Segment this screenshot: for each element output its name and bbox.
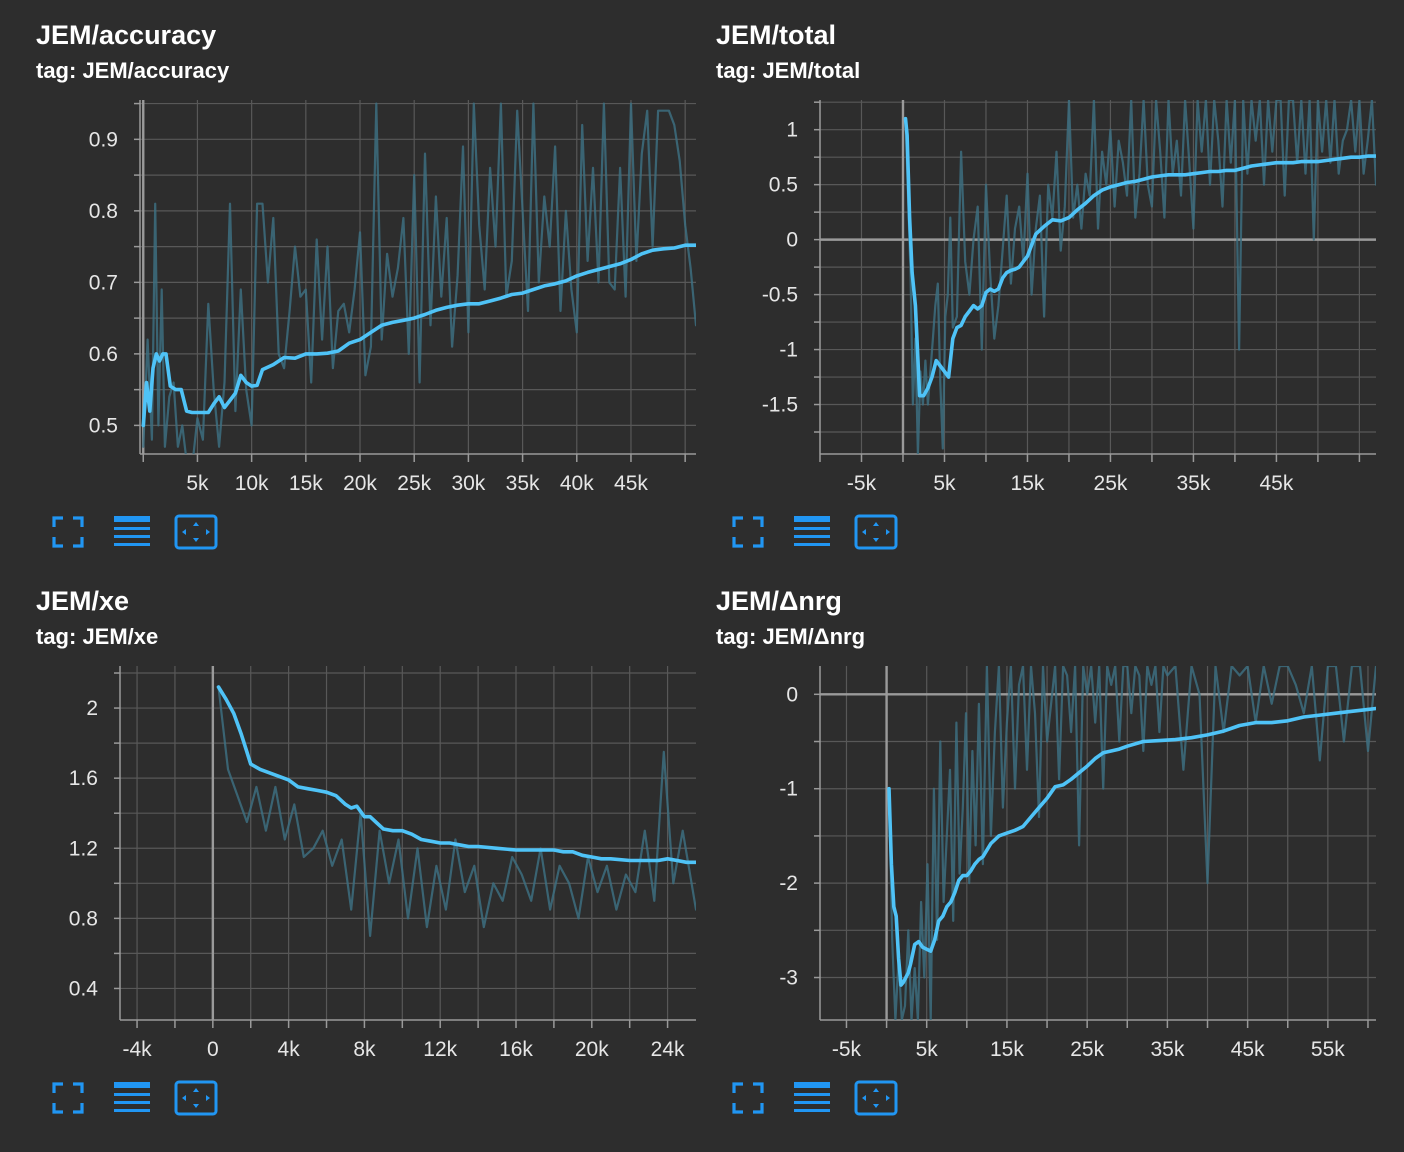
x-tick-label: 5k [933, 472, 956, 495]
y-tick-label: 1 [786, 119, 798, 142]
chart-toolbar [730, 1080, 910, 1124]
y-tick-label: 1.6 [69, 767, 98, 790]
x-tick-label: 45k [614, 472, 648, 495]
accuracy-chart[interactable]: 5k 10k 15k 20k 25k 30k 35k 40k 45k 0.5 0.6 0.7 0.8 0.… [0, 90, 700, 500]
x-tick-label: 45k [1231, 1038, 1265, 1061]
x-tick-label: 0 [207, 1038, 219, 1061]
x-tick-label: -4k [122, 1038, 152, 1061]
fullscreen-icon[interactable] [730, 514, 766, 550]
y-tick-label: 0.8 [89, 200, 118, 223]
x-tick-label: 5k [186, 472, 209, 495]
chart-toolbar [50, 514, 230, 558]
x-tick-label: 12k [423, 1038, 457, 1061]
y-tick-label: -1 [779, 339, 798, 362]
x-tick-label: 25k [397, 472, 431, 495]
y-tick-label: 0.6 [89, 343, 118, 366]
x-tick-label: 24k [651, 1038, 685, 1061]
y-tick-label: 2 [86, 697, 98, 720]
data-table-icon[interactable] [112, 1080, 152, 1116]
y-tick-label: -1 [779, 778, 798, 801]
y-tick-label: 0.9 [89, 128, 118, 151]
x-tick-label: 25k [1070, 1038, 1104, 1061]
x-tick-label: 15k [990, 1038, 1024, 1061]
fullscreen-icon[interactable] [50, 1080, 86, 1116]
chart-tag: tag: JEM/total [716, 58, 861, 83]
chart-title: JEM/xe [36, 586, 130, 616]
data-table-icon[interactable] [112, 514, 152, 550]
gridlines [120, 666, 696, 1020]
raw-series-line [142, 102, 696, 454]
y-tick-label: -0.5 [762, 284, 798, 307]
chart-title: JEM/accuracy [36, 20, 217, 50]
x-tick-label: 55k [1311, 1038, 1345, 1061]
y-tick-label: 0.7 [89, 271, 118, 294]
fit-domain-icon[interactable] [174, 514, 218, 550]
x-tick-label: 8k [353, 1038, 376, 1061]
chart-title: JEM/total [716, 20, 837, 50]
y-tick-label: 0.5 [89, 414, 118, 437]
smoothed-series-line [887, 706, 1376, 987]
xe-chart[interactable]: -4k 0 4k 8k 12k 16k 20k 24k 2 1.6 1.2 0.8 0.4 [0, 656, 700, 1066]
x-tick-label: 35k [1150, 1038, 1184, 1061]
x-tick-label: 20k [343, 472, 377, 495]
total-chart[interactable]: -5k 5k 15k 25k 35k 45k 1 0.5 0 -0.5 -1 -1.5 [700, 90, 1400, 500]
chart-title: JEM/Δnrg [716, 586, 842, 616]
raw-series-line [217, 685, 696, 937]
y-tick-label: 1.2 [69, 837, 98, 860]
x-tick-label: 35k [506, 472, 540, 495]
smoothed-series-line [903, 116, 1376, 398]
smoothed-series-line [216, 685, 696, 865]
data-table-icon[interactable] [792, 1080, 832, 1116]
x-tick-label: 35k [1177, 472, 1211, 495]
x-tick-label: 30k [451, 472, 485, 495]
x-tick-label: 40k [560, 472, 594, 495]
raw-series-line [887, 666, 1376, 1020]
chart-tag: tag: JEM/accuracy [36, 58, 230, 83]
y-tick-label: -1.5 [762, 394, 798, 417]
dnrg-chart[interactable]: -5k 5k 15k 25k 35k 45k 55k 0 -1 -2 -3 [700, 656, 1400, 1066]
x-tick-label: -5k [832, 1038, 862, 1061]
x-tick-label: 5k [916, 1038, 939, 1061]
fit-domain-icon[interactable] [174, 1080, 218, 1116]
y-tick-label: 0 [786, 229, 798, 252]
x-tick-label: 10k [235, 472, 269, 495]
fit-domain-icon[interactable] [854, 514, 898, 550]
y-tick-label: 0.8 [69, 907, 98, 930]
y-tick-label: -2 [779, 872, 798, 895]
y-tick-label: 0.5 [769, 174, 798, 197]
x-tick-label: 25k [1094, 472, 1128, 495]
x-tick-label: 20k [575, 1038, 609, 1061]
y-tick-label: 0 [786, 683, 798, 706]
smoothed-series-line [141, 243, 696, 428]
fullscreen-icon[interactable] [50, 514, 86, 550]
fullscreen-icon[interactable] [730, 1080, 766, 1116]
x-tick-label: 15k [1011, 472, 1045, 495]
raw-series-line [904, 100, 1376, 454]
chart-tag: tag: JEM/Δnrg [716, 624, 866, 649]
x-tick-label: 16k [499, 1038, 533, 1061]
x-tick-label: 15k [289, 472, 323, 495]
x-tick-label: -5k [847, 472, 877, 495]
data-table-icon[interactable] [792, 514, 832, 550]
chart-toolbar [730, 514, 910, 558]
fit-domain-icon[interactable] [854, 1080, 898, 1116]
y-tick-label: 0.4 [69, 977, 99, 1000]
y-tick-label: -3 [779, 967, 798, 990]
chart-toolbar [50, 1080, 230, 1124]
x-tick-label: 45k [1259, 472, 1293, 495]
x-tick-label: 4k [278, 1038, 301, 1061]
chart-tag: tag: JEM/xe [36, 624, 159, 649]
